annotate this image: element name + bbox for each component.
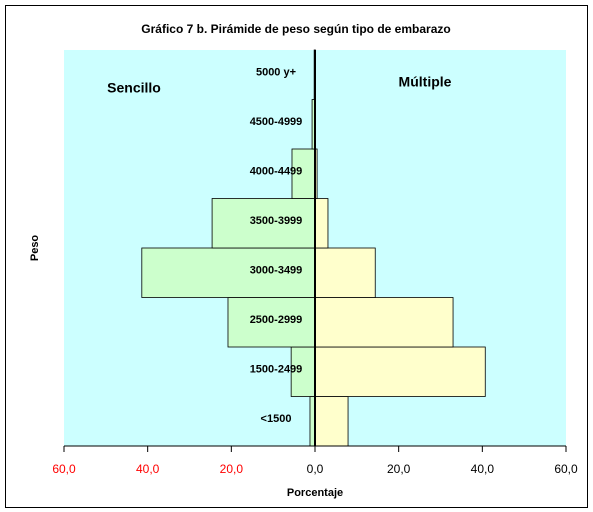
x-tick-label: 60,0 xyxy=(52,462,76,476)
category-label: 3000-3499 xyxy=(250,265,303,277)
category-label: <1500 xyxy=(261,413,292,425)
series-label: Sencillo xyxy=(107,80,161,96)
bar xyxy=(314,346,486,397)
category-label: 4000-4499 xyxy=(250,166,303,178)
bar xyxy=(314,247,376,298)
bar xyxy=(314,198,329,249)
x-tick-label: 40,0 xyxy=(136,462,160,476)
category-label: 2500-2999 xyxy=(250,314,303,326)
x-axis-label: Porcentaje xyxy=(287,487,343,499)
category-label: 5000 y+ xyxy=(256,67,296,79)
bar xyxy=(141,247,316,298)
bar xyxy=(211,198,316,249)
x-tick-label: 20,0 xyxy=(387,462,411,476)
bar xyxy=(314,297,454,348)
category-label: 1500-2499 xyxy=(250,364,303,376)
y-axis-label: Peso xyxy=(29,235,41,262)
x-tick-label: 60,0 xyxy=(554,462,578,476)
chart-title: Gráfico 7 b. Pirámide de peso según tipo… xyxy=(141,22,450,36)
category-label: 3500-3999 xyxy=(250,215,303,227)
x-tick-label: 20,0 xyxy=(220,462,244,476)
category-label: 4500-4999 xyxy=(250,116,303,128)
series-label: Múltiple xyxy=(399,74,452,90)
x-tick-label: 40,0 xyxy=(471,462,495,476)
x-tick-label: 0,0 xyxy=(307,462,324,476)
bar xyxy=(314,396,349,447)
bar xyxy=(227,297,316,348)
